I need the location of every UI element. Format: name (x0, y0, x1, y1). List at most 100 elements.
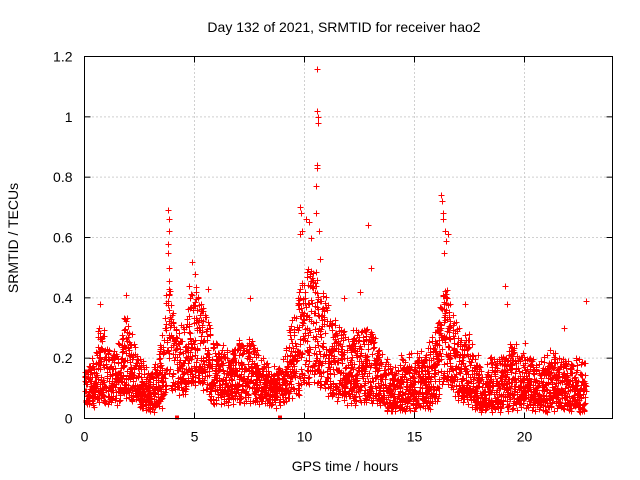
data-point (453, 319, 460, 326)
data-point (304, 338, 311, 345)
data-point (273, 405, 280, 412)
data-point (236, 352, 243, 359)
data-point (504, 367, 511, 374)
data-point (358, 346, 365, 353)
data-point (152, 390, 159, 397)
data-point (310, 270, 317, 277)
data-point (167, 288, 174, 295)
data-point (307, 329, 314, 336)
data-point (308, 235, 315, 242)
data-point (491, 404, 498, 411)
data-point (200, 387, 207, 394)
data-point (549, 379, 556, 386)
data-point (170, 371, 177, 378)
data-point (517, 358, 524, 365)
data-point (129, 331, 136, 338)
data-point (315, 342, 322, 349)
data-point (289, 395, 296, 402)
data-point (286, 344, 293, 351)
data-point (84, 381, 91, 388)
chart-title: Day 132 of 2021, SRMTID for receiver hao… (207, 19, 480, 35)
data-point (183, 383, 190, 390)
data-point (340, 329, 347, 336)
data-point (238, 395, 245, 402)
data-point (186, 329, 193, 336)
data-point (329, 327, 336, 334)
data-point (283, 347, 290, 354)
data-point (154, 364, 161, 371)
baseline-marker (278, 415, 282, 420)
data-point (450, 312, 457, 319)
data-point (138, 374, 145, 381)
data-point (366, 370, 373, 377)
data-point (192, 303, 199, 310)
data-point (582, 382, 589, 389)
data-point (220, 342, 227, 349)
data-point (475, 352, 482, 359)
data-point (462, 341, 469, 348)
data-point (207, 325, 214, 332)
data-point (162, 315, 169, 322)
data-point (442, 228, 449, 235)
data-point (306, 381, 313, 388)
data-point (296, 387, 303, 394)
data-point (118, 378, 125, 385)
data-point (176, 392, 183, 399)
data-point (351, 347, 358, 354)
data-point (188, 356, 195, 363)
data-point (171, 357, 178, 364)
data-point (249, 338, 256, 345)
data-point (195, 294, 202, 301)
data-point (134, 353, 141, 360)
data-point (250, 342, 257, 349)
data-point (141, 371, 148, 378)
data-point (296, 301, 303, 308)
data-point (198, 301, 205, 308)
data-point (195, 372, 202, 379)
data-point (287, 327, 294, 334)
data-point (370, 345, 377, 352)
data-point (485, 369, 492, 376)
data-point (194, 346, 201, 353)
data-point (324, 307, 331, 314)
data-point (469, 352, 476, 359)
data-point (306, 301, 313, 308)
data-point (218, 401, 225, 408)
data-point (273, 393, 280, 400)
data-point (556, 355, 563, 362)
data-point (504, 301, 511, 308)
data-point (162, 375, 169, 382)
y-tick-label: 0.6 (53, 230, 73, 246)
data-point (188, 291, 195, 298)
data-point (581, 407, 588, 414)
data-point (303, 304, 310, 311)
data-point (350, 336, 357, 343)
data-point (439, 381, 446, 388)
data-point (530, 404, 537, 411)
data-point (186, 321, 193, 328)
data-point (136, 370, 143, 377)
data-point (408, 350, 415, 357)
data-point (158, 362, 165, 369)
data-point (160, 344, 167, 351)
data-point (302, 289, 309, 296)
data-point (353, 372, 360, 379)
data-point (434, 398, 441, 405)
data-point (364, 353, 371, 360)
baseline-marker (175, 415, 179, 420)
data-point (121, 363, 128, 370)
data-point (320, 340, 327, 347)
data-point (457, 370, 464, 377)
data-point (462, 301, 469, 308)
data-point (265, 364, 272, 371)
data-point (513, 341, 520, 348)
data-point (573, 357, 580, 364)
data-point (254, 347, 261, 354)
data-point (444, 287, 451, 294)
data-point (369, 351, 376, 358)
data-point (461, 342, 468, 349)
data-point (428, 374, 435, 381)
data-point (315, 294, 322, 301)
data-point (116, 341, 123, 348)
data-point (131, 341, 138, 348)
